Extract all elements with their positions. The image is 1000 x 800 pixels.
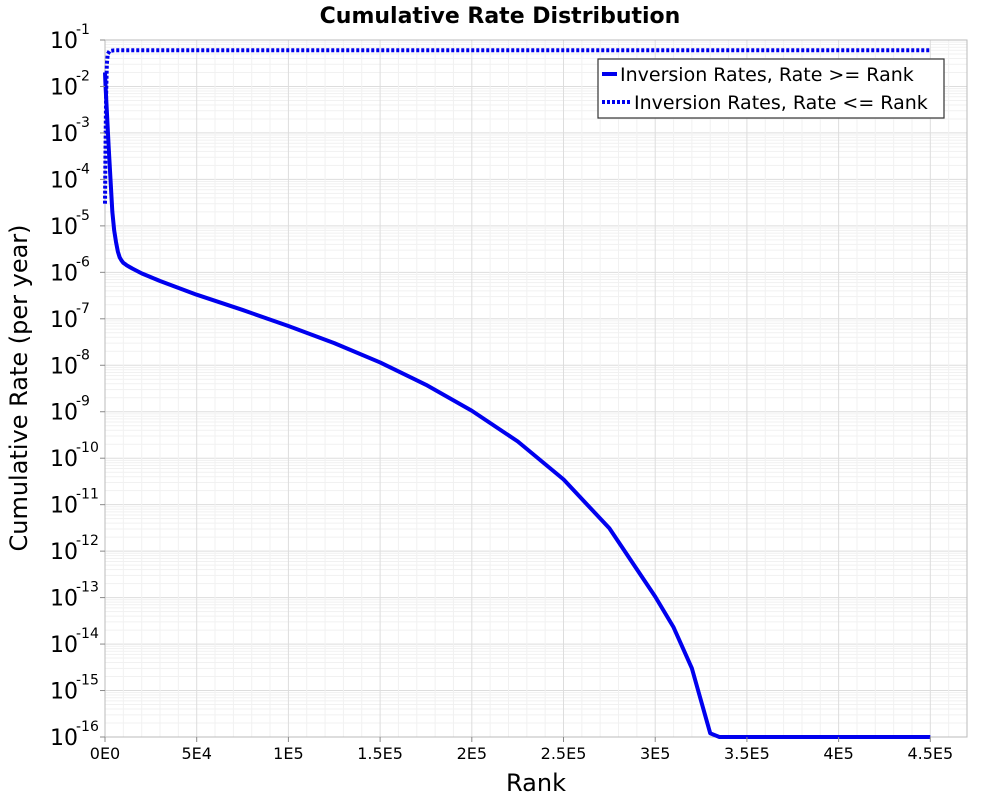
y-tick-label: 10 <box>50 494 78 519</box>
x-tick-label: 1E5 <box>273 744 303 763</box>
y-tick-exponent: -1 <box>76 22 90 38</box>
legend-box <box>597 58 945 119</box>
y-tick-label: 10 <box>50 215 78 240</box>
y-tick-label: 10 <box>50 354 78 379</box>
y-tick-label: 10 <box>50 726 78 751</box>
y-axis-ticks: 10-110-210-310-410-510-610-710-810-910-1… <box>50 22 105 751</box>
x-tick-label: 1.5E5 <box>357 744 403 763</box>
y-tick-exponent: -15 <box>76 673 99 689</box>
y-axis-label: Cumulative Rate (per year) <box>5 224 33 551</box>
y-tick-label: 10 <box>50 447 78 472</box>
y-tick-exponent: -14 <box>76 626 99 642</box>
y-tick-exponent: -16 <box>76 719 99 735</box>
chart-title: Cumulative Rate Distribution <box>320 4 681 29</box>
x-tick-label: 4E5 <box>823 744 853 763</box>
series-layer <box>103 48 931 739</box>
y-tick-label: 10 <box>50 587 78 612</box>
x-tick-label: 2.5E5 <box>541 744 587 763</box>
y-tick-label: 10 <box>50 680 78 705</box>
x-tick-label: 3E5 <box>640 744 670 763</box>
grid <box>105 39 967 738</box>
y-tick-label: 10 <box>50 261 78 286</box>
y-tick-exponent: -11 <box>76 487 99 503</box>
y-tick-exponent: -8 <box>76 347 90 363</box>
y-tick-label: 10 <box>50 29 78 54</box>
x-tick-label: 5E4 <box>181 744 211 763</box>
y-tick-exponent: -7 <box>76 301 90 317</box>
x-axis-label: Rank <box>506 769 566 797</box>
y-tick-exponent: -12 <box>76 533 99 549</box>
y-tick-exponent: -9 <box>76 394 90 410</box>
y-tick-label: 10 <box>50 122 78 147</box>
plot-area <box>104 39 968 738</box>
y-tick-exponent: -5 <box>76 208 90 224</box>
legend-label-rate-ge-rank: Inversion Rates, Rate >= Rank <box>620 64 914 86</box>
y-tick-exponent: -6 <box>76 254 90 270</box>
x-tick-label: 4.5E5 <box>907 744 953 763</box>
legend: Inversion Rates, Rate >= Rank Inversion … <box>597 58 945 119</box>
y-tick-exponent: -4 <box>76 161 90 177</box>
y-tick-label: 10 <box>50 168 78 193</box>
y-tick-exponent: -2 <box>76 68 90 84</box>
y-tick-exponent: -13 <box>76 580 99 596</box>
x-tick-label: 0E0 <box>90 744 120 763</box>
y-tick-label: 10 <box>50 633 78 658</box>
y-tick-label: 10 <box>50 75 78 100</box>
y-tick-exponent: -3 <box>76 115 90 131</box>
series-line-rate-ge-rank <box>103 72 931 739</box>
x-axis-ticks: 0E0 5E4 1E5 1.5E5 2E5 2.5E5 3E5 3.5E5 4E5 4.5E5 <box>90 737 953 763</box>
y-tick-label: 10 <box>50 540 78 565</box>
series-line-rate-le-rank <box>103 48 931 204</box>
y-tick-label: 10 <box>50 401 78 426</box>
y-tick-label: 10 <box>50 308 78 333</box>
legend-label-rate-le-rank: Inversion Rates, Rate <= Rank <box>634 92 928 114</box>
x-tick-label: 3.5E5 <box>724 744 770 763</box>
y-tick-exponent: -10 <box>76 440 99 456</box>
x-tick-label: 2E5 <box>457 744 487 763</box>
